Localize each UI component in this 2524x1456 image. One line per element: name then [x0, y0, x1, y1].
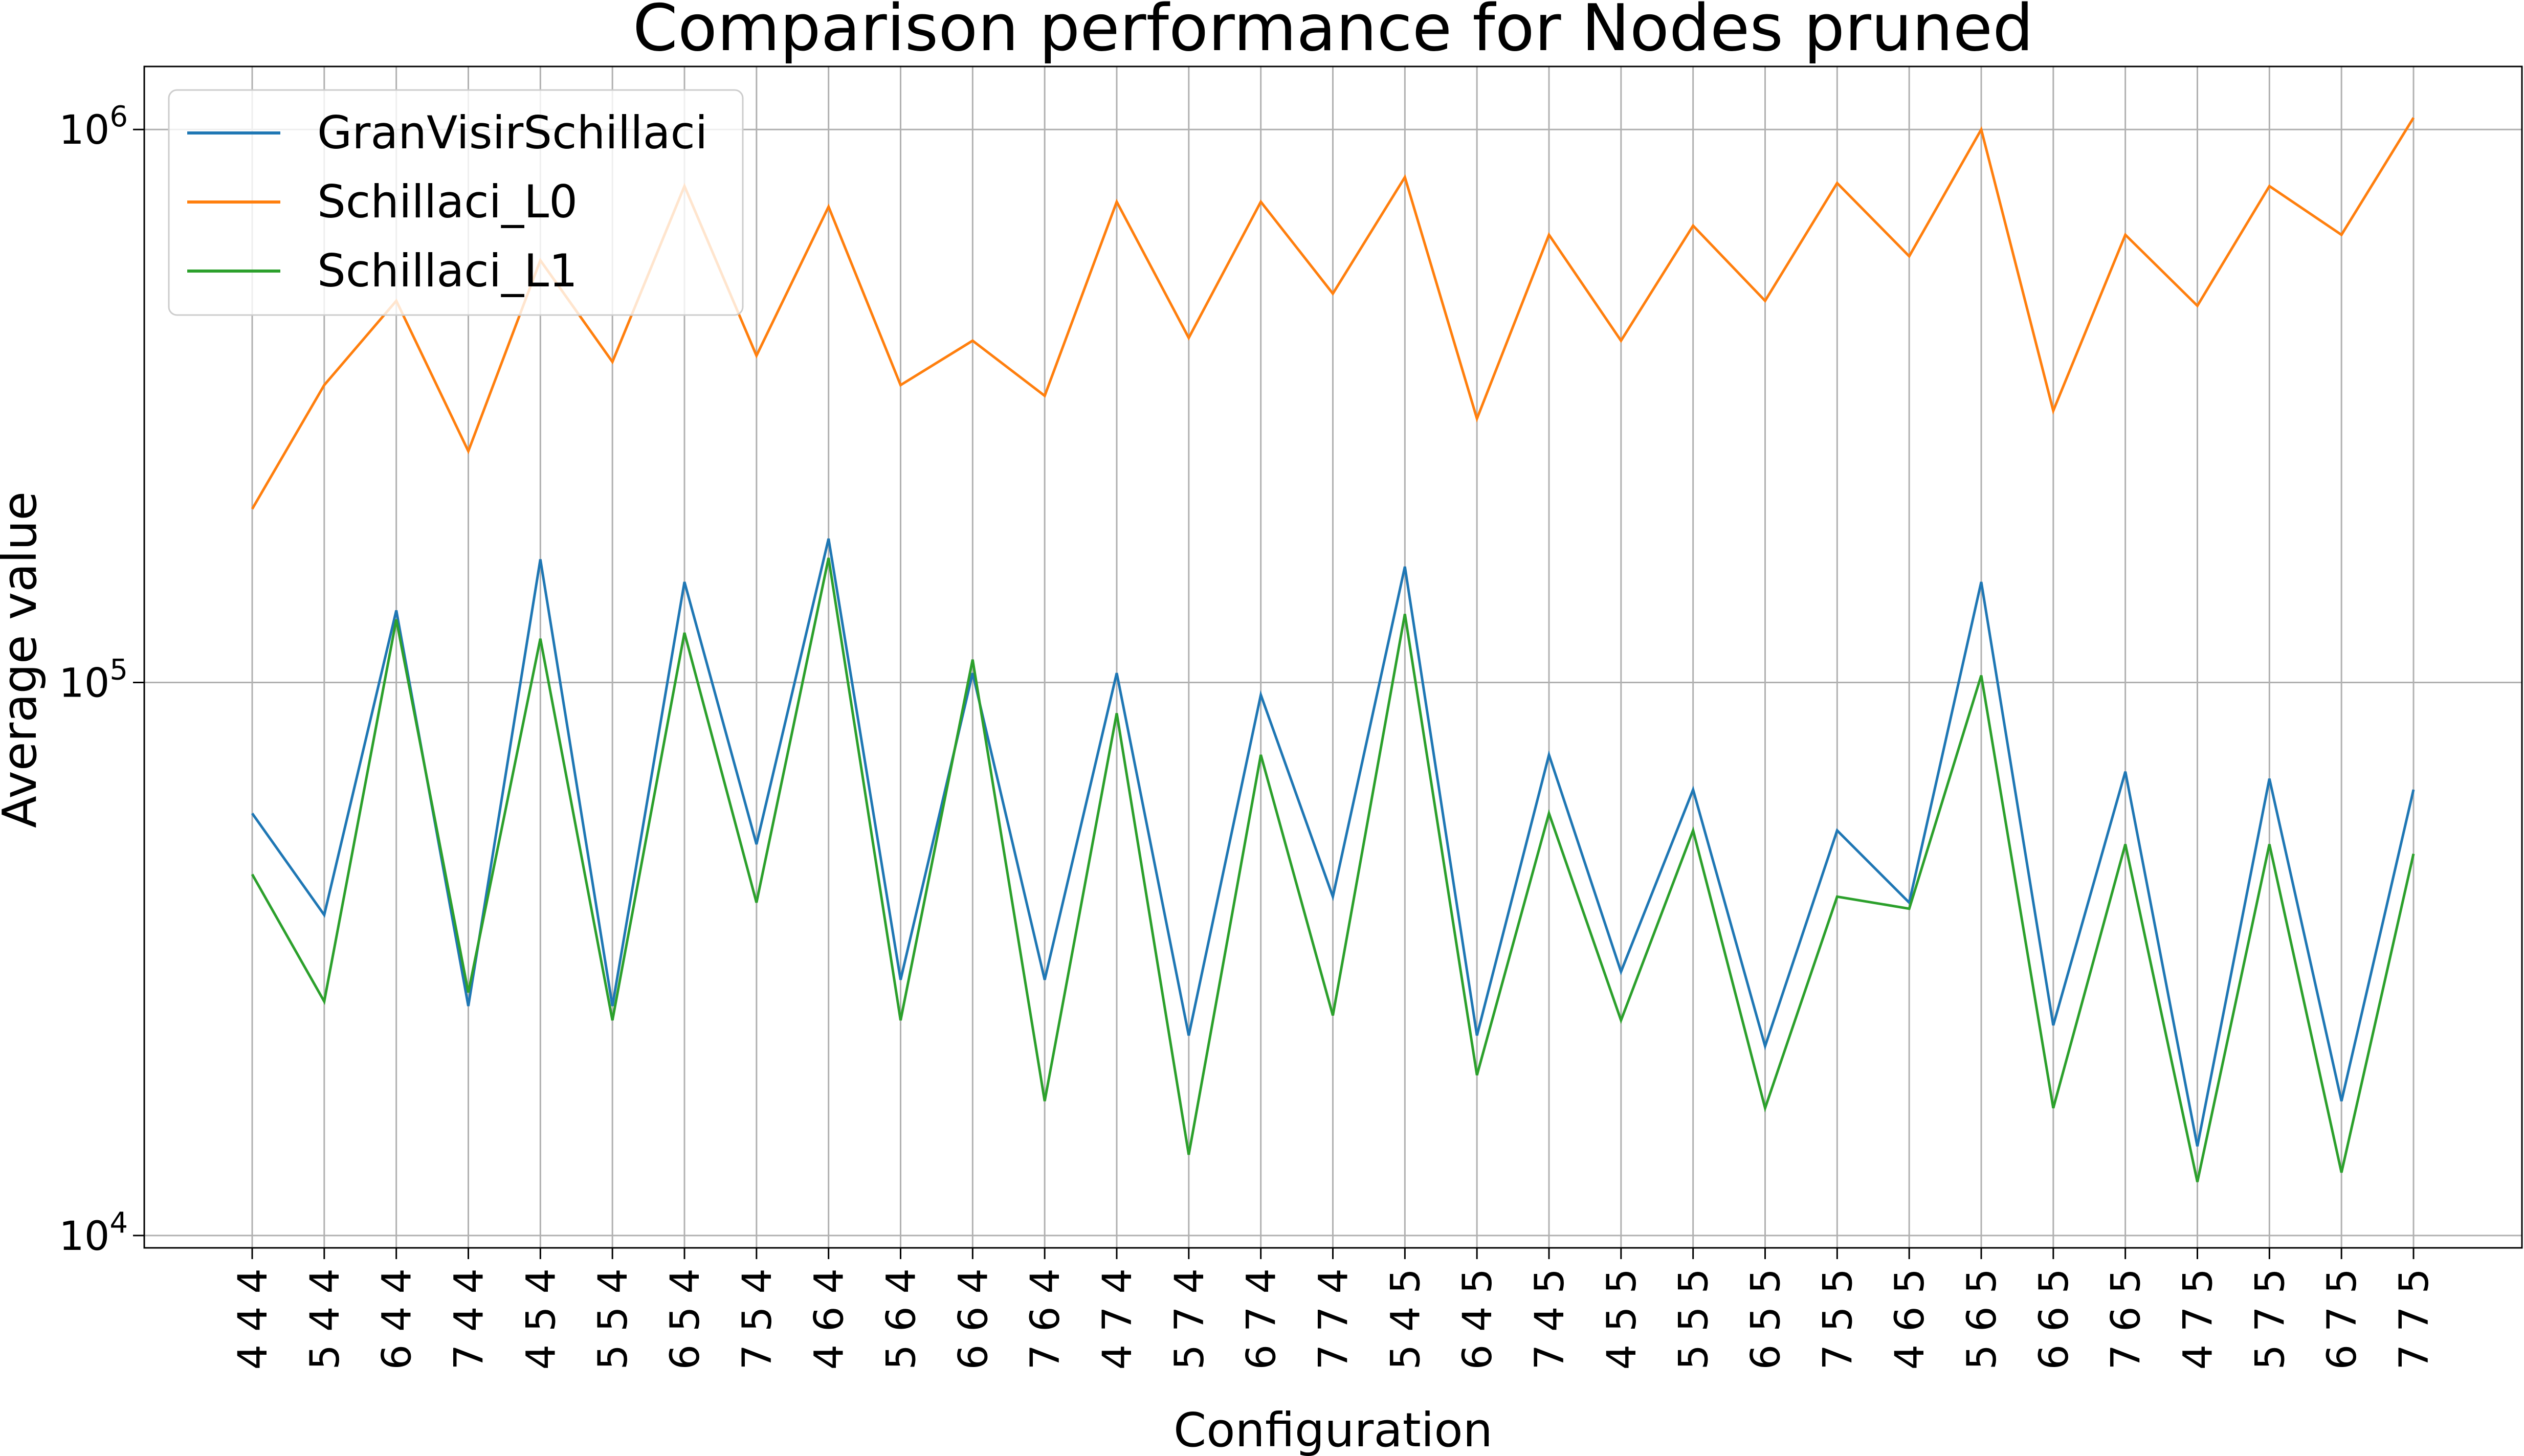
x-tick-label: 4 5 5: [1599, 1268, 1645, 1370]
x-tick-label: 4 4 4: [230, 1268, 276, 1370]
x-axis: 4 4 4 5 4 4 6 4 4 7 4 4 4 5 4 5 5 4 6 5 4 7 5 4…: [230, 1248, 2438, 1370]
x-tick-label: 7 6 4: [1023, 1268, 1069, 1370]
x-tick-label: 7 4 4: [447, 1268, 493, 1370]
series-line-Schillaci_L0: [251, 117, 2415, 510]
x-tick-label: 5 6 5: [1959, 1268, 2005, 1370]
x-tick-label: 7 5 4: [735, 1268, 781, 1370]
legend: GranVisirSchillaci Schillaci_L0 Schillaci_…: [168, 89, 744, 316]
x-tick-label: 6 5 5: [1743, 1268, 1789, 1370]
x-tick-label: 7 4 5: [1527, 1268, 1573, 1370]
x-tick-label: 7 7 4: [1311, 1268, 1357, 1370]
x-tick-label: 7 6 5: [2104, 1268, 2150, 1370]
y-tick-label: 105: [59, 654, 128, 707]
x-tick-label: 7 5 5: [1815, 1268, 1861, 1370]
x-tick-label: 5 5 5: [1671, 1268, 1717, 1370]
x-tick-label: 6 6 5: [2031, 1268, 2077, 1370]
x-tick-label: 6 7 4: [1239, 1268, 1285, 1370]
x-tick-label: 6 5 4: [662, 1268, 709, 1370]
legend-box: [168, 89, 744, 316]
legend-label: Schillaci_L0: [317, 175, 578, 228]
series-line-GranVisirSchillaci: [251, 538, 2415, 1147]
x-tick-label: 5 4 5: [1383, 1268, 1429, 1370]
x-tick-label: 5 7 4: [1167, 1268, 1213, 1370]
y-axis: 104 105 106: [59, 100, 144, 1260]
x-tick-label: 5 7 5: [2247, 1268, 2293, 1370]
x-tick-label: 4 5 4: [518, 1268, 564, 1370]
y-axis-label: Average value: [0, 491, 47, 828]
x-tick-label: 5 4 4: [302, 1268, 348, 1370]
x-tick-label: 5 6 4: [879, 1268, 925, 1370]
x-tick-label: 6 4 4: [374, 1268, 420, 1370]
x-tick-label: 7 7 5: [2392, 1268, 2438, 1370]
legend-label: Schillaci_L1: [317, 244, 578, 297]
y-tick-label: 104: [59, 1206, 128, 1260]
x-tick-label: 5 5 4: [590, 1268, 636, 1370]
x-tick-label: 4 6 5: [1887, 1268, 1933, 1370]
series-line-Schillaci_L1: [251, 557, 2415, 1182]
x-tick-label: 6 6 4: [950, 1268, 997, 1370]
x-tick-label: 4 7 5: [2176, 1268, 2222, 1370]
legend-label: GranVisirSchillaci: [317, 106, 707, 159]
x-tick-label: 6 4 5: [1455, 1268, 1501, 1370]
series-lines: [251, 117, 2415, 1182]
x-tick-label: 4 7 4: [1095, 1268, 1141, 1370]
x-tick-label: 6 7 5: [2319, 1268, 2365, 1370]
x-axis-label: Configuration: [1174, 1403, 1493, 1456]
chart-title: Comparison performance for Nodes pruned: [633, 0, 2033, 65]
x-tick-label: 4 6 4: [807, 1268, 853, 1370]
y-tick-label: 106: [59, 100, 128, 153]
legend-items: GranVisirSchillaci Schillaci_L0 Schillaci_…: [187, 106, 707, 297]
